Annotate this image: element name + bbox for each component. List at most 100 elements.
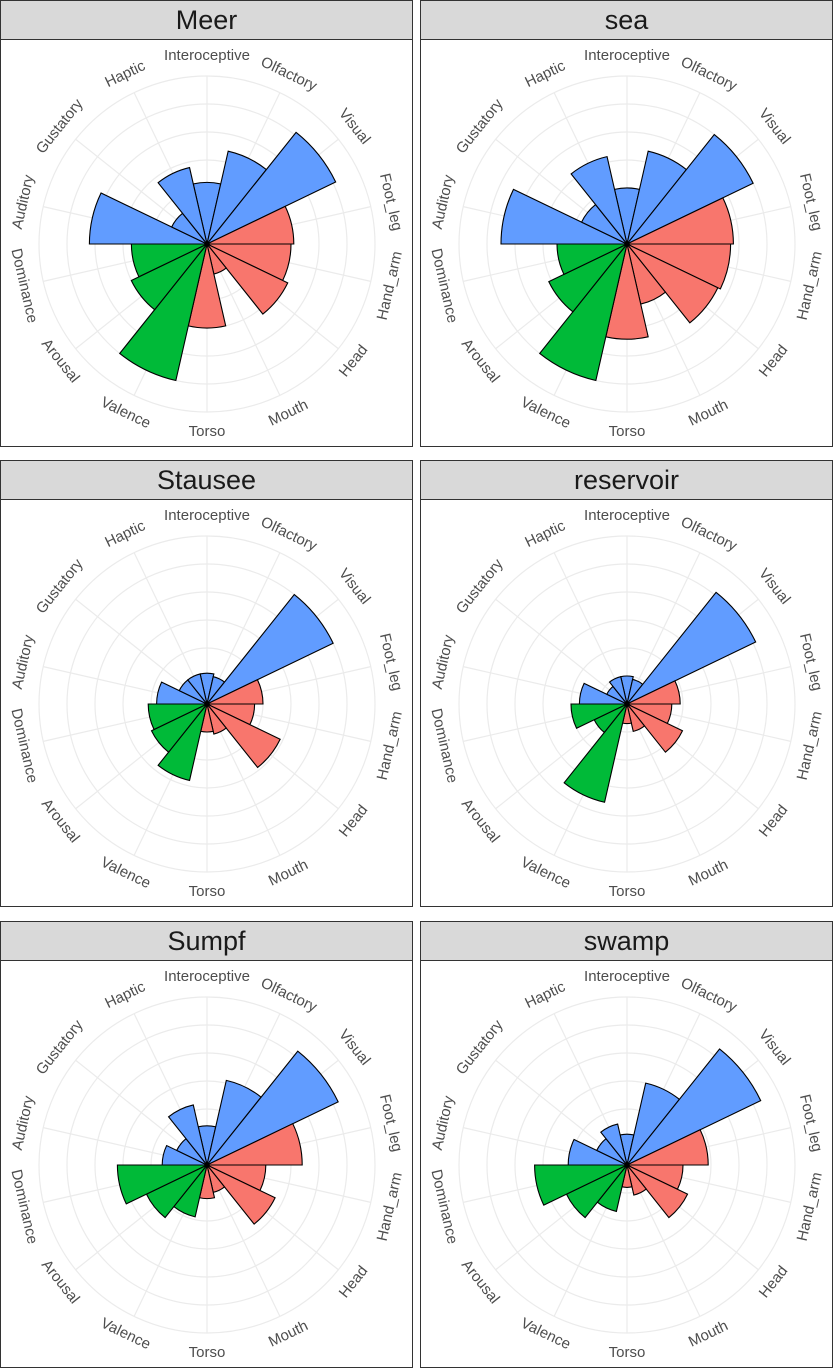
category-label-interoceptive: Interoceptive <box>584 507 670 524</box>
polar-bars <box>147 593 334 782</box>
category-label-mouth: Mouth <box>686 1317 731 1350</box>
category-label-valence: Valence <box>518 1315 573 1353</box>
bar-arousal <box>130 243 208 311</box>
bar-foot-leg <box>626 680 681 705</box>
category-label-torso: Torso <box>609 423 646 440</box>
category-label-auditory: Auditory <box>9 633 38 691</box>
category-label-gustatory: Gustatory <box>33 555 87 617</box>
category-label-valence: Valence <box>518 854 573 892</box>
bar-haptic <box>608 676 628 705</box>
bar-arousal <box>548 243 628 313</box>
category-label-interoceptive: Interoceptive <box>584 47 670 64</box>
category-label-head: Head <box>756 802 792 841</box>
facet-panel-swamp: swamp Interoceptive Olfactory Visual Foot_le… <box>420 921 833 1368</box>
category-label-foot-leg: Foot_leg <box>376 632 406 693</box>
category-label-haptic: Haptic <box>522 57 568 91</box>
category-label-haptic: Haptic <box>102 57 148 91</box>
polar-bars <box>563 591 757 803</box>
category-label-dominance: Dominance <box>7 1168 40 1246</box>
category-label-dominance: Dominance <box>427 247 460 325</box>
bar-visual <box>206 593 334 705</box>
bar-head <box>206 243 289 315</box>
bar-dominance <box>147 703 208 731</box>
bar-head <box>206 1164 276 1225</box>
bar-visual <box>206 1050 339 1166</box>
category-label-valence: Valence <box>98 854 153 892</box>
bar-visual <box>206 131 337 245</box>
category-label-head: Head <box>756 1263 792 1302</box>
category-label-visual: Visual <box>335 565 374 607</box>
category-label-gustatory: Gustatory <box>453 1016 507 1078</box>
facet-panel-stausee: Stausee Interoceptive Olfactory Visual Foot_… <box>0 460 413 907</box>
category-label-visual: Visual <box>335 105 374 147</box>
bar-valence <box>118 243 208 382</box>
bar-mouth <box>626 1164 647 1196</box>
facet-panel-meer: Meer Interoceptive Olfactory Visual Foot_leg… <box>0 0 413 447</box>
category-label-foot-leg: Foot_leg <box>376 1093 406 1154</box>
category-label-foot-leg: Foot_leg <box>376 172 406 233</box>
polar-bars <box>116 1050 339 1225</box>
category-label-interoceptive: Interoceptive <box>164 507 250 524</box>
bar-head <box>626 703 684 753</box>
grid-spoke <box>495 598 628 705</box>
category-label-dominance: Dominance <box>7 707 40 785</box>
facet-strip-title: Meer <box>1 1 412 40</box>
category-label-olfactory: Olfactory <box>678 974 740 1016</box>
bar-hand-arm <box>626 243 732 290</box>
category-label-torso: Torso <box>189 423 226 440</box>
bar-foot-leg <box>206 205 295 245</box>
category-label-gustatory: Gustatory <box>453 555 507 617</box>
bar-head <box>206 703 281 769</box>
category-label-arousal: Arousal <box>38 796 83 846</box>
bar-haptic <box>157 166 208 245</box>
bar-foot-leg <box>626 197 734 245</box>
polar-bars <box>88 131 337 382</box>
facet-strip-title: swamp <box>421 922 832 961</box>
category-label-olfactory: Olfactory <box>258 53 320 95</box>
category-label-gustatory: Gustatory <box>33 1016 87 1078</box>
category-label-arousal: Arousal <box>458 336 503 386</box>
facet-panel-sumpf: Sumpf Interoceptive Olfactory Visual Foot_le… <box>0 921 413 1368</box>
bar-mouth <box>626 703 646 732</box>
bar-haptic <box>187 673 208 705</box>
category-label-interoceptive: Interoceptive <box>164 968 250 985</box>
bar-foot-leg <box>626 1129 709 1166</box>
bar-mouth <box>206 703 227 735</box>
category-label-hand-arm: Hand_arm <box>794 710 826 782</box>
polar-bars <box>500 133 754 382</box>
bar-haptic <box>570 155 628 245</box>
category-label-olfactory: Olfactory <box>258 974 320 1016</box>
bar-head <box>626 243 719 324</box>
category-label-hand-arm: Hand_arm <box>794 250 826 322</box>
category-label-arousal: Arousal <box>458 796 503 846</box>
bar-foot-leg <box>206 1122 303 1166</box>
category-label-auditory: Auditory <box>429 633 458 691</box>
facet-strip-title: sea <box>421 1 832 40</box>
bar-visual <box>626 1048 762 1166</box>
bar-dominance <box>534 1164 628 1206</box>
bar-foot-leg <box>206 678 264 705</box>
category-label-head: Head <box>336 342 372 381</box>
bar-auditory <box>88 192 208 245</box>
category-label-visual: Visual <box>755 1026 794 1068</box>
bar-haptic <box>167 1104 208 1166</box>
bar-arousal <box>150 703 208 753</box>
category-label-olfactory: Olfactory <box>258 513 320 555</box>
category-label-valence: Valence <box>98 1315 153 1353</box>
category-label-auditory: Auditory <box>9 1094 38 1152</box>
bar-dominance <box>570 703 628 730</box>
bar-visual <box>626 133 754 245</box>
category-label-head: Head <box>336 802 372 841</box>
category-label-dominance: Dominance <box>427 707 460 785</box>
category-label-valence: Valence <box>98 394 153 432</box>
category-label-hand-arm: Hand_arm <box>794 1171 826 1243</box>
category-label-head: Head <box>336 1263 372 1302</box>
category-label-torso: Torso <box>189 883 226 900</box>
category-label-foot-leg: Foot_leg <box>796 632 826 693</box>
facet-panel-reservoir: reservoir Interoceptive Olfactory Visual Foo… <box>420 460 833 907</box>
